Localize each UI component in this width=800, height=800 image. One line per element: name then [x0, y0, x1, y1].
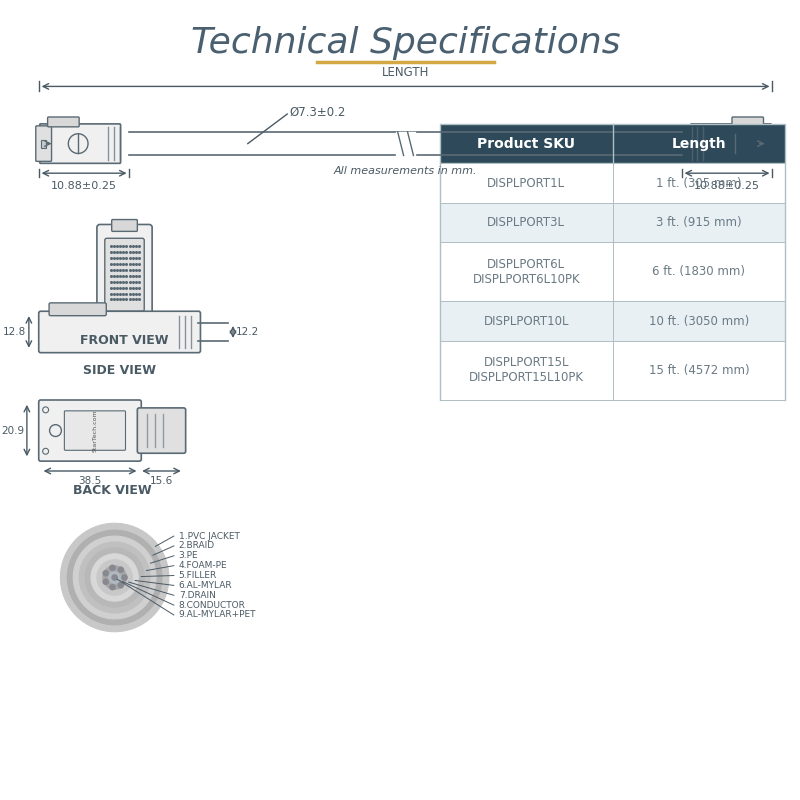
FancyBboxPatch shape	[732, 117, 763, 127]
Text: 7.DRAIN: 7.DRAIN	[178, 590, 216, 600]
FancyBboxPatch shape	[97, 225, 152, 319]
Bar	[41, 140, 46, 147]
Circle shape	[109, 571, 121, 583]
Text: 2.BRAID: 2.BRAID	[178, 542, 215, 550]
FancyBboxPatch shape	[36, 126, 51, 162]
Text: 15.6: 15.6	[150, 476, 173, 486]
Text: 9.AL-MYLAR+PET: 9.AL-MYLAR+PET	[178, 610, 256, 619]
Text: DISPLPORT6L
DISPLPORT6L10PK: DISPLPORT6L DISPLPORT6L10PK	[473, 258, 580, 286]
Circle shape	[110, 565, 115, 571]
Circle shape	[110, 584, 115, 590]
Text: 8.CONDUCTOR: 8.CONDUCTOR	[178, 601, 246, 610]
Bar	[440, 242, 786, 302]
Text: DISPLPORT10L: DISPLPORT10L	[484, 314, 569, 328]
Circle shape	[85, 548, 144, 607]
FancyBboxPatch shape	[112, 219, 138, 231]
FancyBboxPatch shape	[48, 117, 79, 127]
Circle shape	[103, 579, 109, 585]
FancyBboxPatch shape	[690, 124, 771, 163]
Text: 10 ft. (3050 mm): 10 ft. (3050 mm)	[649, 314, 749, 328]
Circle shape	[103, 570, 109, 576]
Circle shape	[91, 554, 138, 601]
Text: 12.2: 12.2	[236, 327, 259, 337]
Text: BACK VIEW: BACK VIEW	[73, 484, 151, 498]
Text: StarTech.com: StarTech.com	[93, 410, 98, 452]
FancyBboxPatch shape	[40, 124, 121, 163]
Bar	[440, 302, 786, 341]
Circle shape	[74, 536, 156, 619]
Text: FRONT VIEW: FRONT VIEW	[80, 334, 169, 347]
Text: DISPLPORT3L: DISPLPORT3L	[487, 216, 566, 229]
Text: Technical Specifications: Technical Specifications	[190, 26, 620, 60]
Circle shape	[112, 574, 118, 581]
Text: 20.9: 20.9	[1, 426, 24, 435]
Circle shape	[103, 566, 126, 590]
Text: Ø7.3±0.2: Ø7.3±0.2	[289, 106, 346, 118]
FancyBboxPatch shape	[138, 408, 186, 454]
Bar	[440, 163, 786, 202]
FancyBboxPatch shape	[49, 303, 106, 316]
Text: 3 ft. (915 mm): 3 ft. (915 mm)	[656, 216, 742, 229]
Text: DISPLPORT15L
DISPLPORT15L10PK: DISPLPORT15L DISPLPORT15L10PK	[469, 357, 584, 385]
Text: 10.88±0.25: 10.88±0.25	[51, 181, 117, 191]
Text: 10.88±0.25: 10.88±0.25	[694, 181, 760, 191]
Circle shape	[118, 582, 124, 588]
FancyBboxPatch shape	[38, 311, 201, 353]
Circle shape	[97, 560, 133, 595]
Text: 4.FOAM-PE: 4.FOAM-PE	[178, 561, 227, 570]
Text: 6 ft. (1830 mm): 6 ft. (1830 mm)	[653, 266, 746, 278]
FancyBboxPatch shape	[118, 314, 131, 324]
Text: DISPLPORT1L: DISPLPORT1L	[487, 177, 566, 190]
Text: LENGTH: LENGTH	[382, 66, 430, 78]
Text: 38.5: 38.5	[78, 476, 102, 486]
Text: SIDE VIEW: SIDE VIEW	[83, 364, 156, 377]
Bar	[440, 341, 786, 400]
Circle shape	[67, 530, 162, 625]
Circle shape	[122, 574, 127, 581]
FancyBboxPatch shape	[759, 126, 775, 162]
Text: 6.AL-MYLAR: 6.AL-MYLAR	[178, 581, 232, 590]
Text: Product SKU: Product SKU	[478, 137, 575, 150]
Text: 1 ft. (305 mm): 1 ft. (305 mm)	[656, 177, 742, 190]
Bar	[766, 140, 770, 147]
FancyBboxPatch shape	[38, 400, 142, 461]
Text: 15 ft. (4572 mm): 15 ft. (4572 mm)	[649, 364, 750, 377]
Text: 3.PE: 3.PE	[178, 551, 198, 560]
FancyBboxPatch shape	[105, 238, 144, 311]
Text: 12.8: 12.8	[2, 327, 26, 337]
Text: All measurements in mm.: All measurements in mm.	[334, 166, 478, 176]
Bar	[440, 202, 786, 242]
Circle shape	[61, 523, 169, 632]
Circle shape	[79, 542, 150, 613]
FancyBboxPatch shape	[64, 411, 126, 450]
Text: 5.FILLER: 5.FILLER	[178, 571, 217, 580]
Circle shape	[118, 567, 124, 573]
Bar	[440, 124, 786, 163]
Text: Length: Length	[672, 137, 726, 150]
Text: 1.PVC JACKET: 1.PVC JACKET	[178, 531, 240, 541]
